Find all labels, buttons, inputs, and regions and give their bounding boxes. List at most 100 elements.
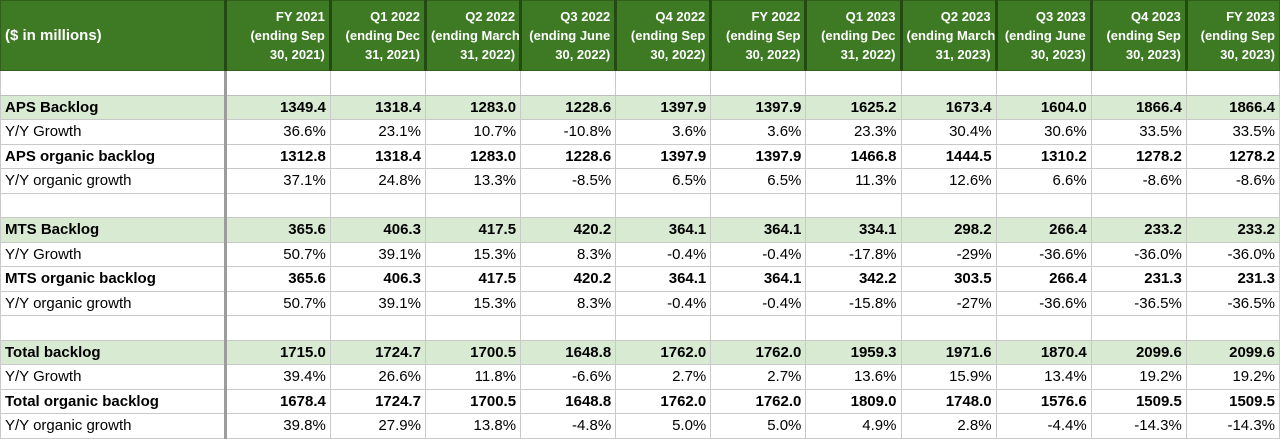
value-cell[interactable]: -0.4% (710, 290, 807, 316)
value-cell[interactable]: 365.6 (224, 217, 331, 243)
row-label-cell[interactable]: MTS Backlog (0, 217, 227, 243)
value-cell[interactable]: 6.5% (710, 168, 807, 194)
value-cell[interactable]: 33.5% (1185, 119, 1280, 145)
value-cell[interactable]: 1673.4 (900, 94, 997, 120)
value-cell[interactable]: 342.2 (805, 266, 902, 292)
value-cell[interactable]: 39.4% (224, 364, 331, 390)
value-cell[interactable]: 1576.6 (995, 388, 1092, 414)
value-cell[interactable]: 13.3% (424, 168, 522, 194)
value-cell[interactable]: 26.6% (329, 364, 426, 390)
value-cell[interactable]: 2.7% (710, 364, 807, 390)
value-cell[interactable]: 1866.4 (1185, 94, 1280, 120)
row-label-cell[interactable]: Total backlog (0, 339, 227, 365)
value-cell[interactable]: 1278.2 (1185, 143, 1280, 169)
value-cell[interactable]: 6.6% (995, 168, 1092, 194)
value-cell[interactable]: -29% (900, 241, 997, 267)
value-cell[interactable]: 30.6% (995, 119, 1092, 145)
column-header[interactable]: Q4 2023 (ending Sep 30, 2023) (1089, 0, 1187, 71)
value-cell[interactable]: -8.5% (520, 168, 617, 194)
value-cell[interactable] (805, 315, 902, 341)
value-cell[interactable]: 420.2 (520, 217, 617, 243)
value-cell[interactable]: 1762.0 (710, 388, 807, 414)
value-cell[interactable]: -27% (900, 290, 997, 316)
table-cell[interactable] (805, 70, 902, 96)
row-label-cell[interactable]: APS organic backlog (0, 143, 227, 169)
value-cell[interactable]: -36.6% (995, 241, 1092, 267)
column-header[interactable]: Q4 2022 (ending Sep 30, 2022) (614, 0, 712, 71)
value-cell[interactable]: 364.1 (710, 266, 807, 292)
value-cell[interactable]: 1283.0 (424, 143, 522, 169)
value-cell[interactable]: 2.7% (615, 364, 712, 390)
value-cell[interactable] (1090, 192, 1187, 218)
value-cell[interactable] (329, 315, 426, 341)
value-cell[interactable]: 1762.0 (615, 339, 712, 365)
value-cell[interactable]: 266.4 (995, 266, 1092, 292)
row-label-cell[interactable]: Y/Y Growth (0, 119, 227, 145)
table-cell[interactable] (329, 70, 426, 96)
value-cell[interactable]: 1509.5 (1185, 388, 1280, 414)
value-cell[interactable]: 1724.7 (329, 339, 426, 365)
value-cell[interactable]: 1648.8 (520, 339, 617, 365)
row-label-cell[interactable]: Y/Y organic growth (0, 168, 227, 194)
value-cell[interactable] (224, 192, 331, 218)
value-cell[interactable]: 231.3 (1185, 266, 1280, 292)
table-cell[interactable] (900, 70, 997, 96)
value-cell[interactable]: 1318.4 (329, 143, 426, 169)
value-cell[interactable]: 39.1% (329, 241, 426, 267)
value-cell[interactable]: 1959.3 (805, 339, 902, 365)
value-cell[interactable] (1185, 192, 1280, 218)
value-cell[interactable]: -0.4% (710, 241, 807, 267)
value-cell[interactable]: 233.2 (1090, 217, 1187, 243)
value-cell[interactable]: -36.0% (1090, 241, 1187, 267)
value-cell[interactable] (995, 315, 1092, 341)
value-cell[interactable]: 50.7% (224, 241, 331, 267)
value-cell[interactable]: 1509.5 (1090, 388, 1187, 414)
value-cell[interactable] (805, 192, 902, 218)
value-cell[interactable] (710, 315, 807, 341)
value-cell[interactable]: -6.6% (520, 364, 617, 390)
value-cell[interactable]: 420.2 (520, 266, 617, 292)
table-cell[interactable] (0, 70, 227, 96)
value-cell[interactable] (615, 192, 712, 218)
column-header[interactable]: FY 2021 (ending Sep 30, 2021) (223, 0, 331, 71)
value-cell[interactable] (424, 315, 522, 341)
value-cell[interactable] (224, 315, 331, 341)
value-cell[interactable]: -36.0% (1185, 241, 1280, 267)
value-cell[interactable]: 417.5 (424, 217, 522, 243)
value-cell[interactable]: 1312.8 (224, 143, 331, 169)
value-cell[interactable]: 406.3 (329, 217, 426, 243)
value-cell[interactable]: 19.2% (1185, 364, 1280, 390)
value-cell[interactable]: 2099.6 (1185, 339, 1280, 365)
column-header[interactable]: Q2 2023 (ending March 31, 2023) (899, 0, 997, 71)
value-cell[interactable]: -17.8% (805, 241, 902, 267)
value-cell[interactable]: 1870.4 (995, 339, 1092, 365)
table-cell[interactable] (710, 70, 807, 96)
table-cell[interactable] (995, 70, 1092, 96)
value-cell[interactable]: 1318.4 (329, 94, 426, 120)
value-cell[interactable]: 1700.5 (424, 388, 522, 414)
value-cell[interactable] (710, 192, 807, 218)
value-cell[interactable]: 1724.7 (329, 388, 426, 414)
value-cell[interactable]: 303.5 (900, 266, 997, 292)
value-cell[interactable]: 15.3% (424, 290, 522, 316)
table-cell[interactable] (1090, 70, 1187, 96)
value-cell[interactable]: 364.1 (615, 217, 712, 243)
value-cell[interactable]: -8.6% (1185, 168, 1280, 194)
value-cell[interactable]: 11.8% (424, 364, 522, 390)
value-cell[interactable]: -0.4% (615, 290, 712, 316)
value-cell[interactable]: 10.7% (424, 119, 522, 145)
value-cell[interactable] (424, 192, 522, 218)
value-cell[interactable] (900, 192, 997, 218)
value-cell[interactable]: 39.1% (329, 290, 426, 316)
value-cell[interactable]: 364.1 (615, 266, 712, 292)
column-header[interactable]: Q2 2022 (ending March 31, 2022) (423, 0, 522, 71)
value-cell[interactable]: 8.3% (520, 290, 617, 316)
value-cell[interactable] (615, 315, 712, 341)
value-cell[interactable]: 15.3% (424, 241, 522, 267)
value-cell[interactable]: 1349.4 (224, 94, 331, 120)
row-label-cell[interactable]: Y/Y Growth (0, 364, 227, 390)
value-cell[interactable]: 11.3% (805, 168, 902, 194)
column-header[interactable]: Q3 2023 (ending June 30, 2023) (994, 0, 1092, 71)
value-cell[interactable]: -0.4% (615, 241, 712, 267)
value-cell[interactable]: 1397.9 (615, 143, 712, 169)
